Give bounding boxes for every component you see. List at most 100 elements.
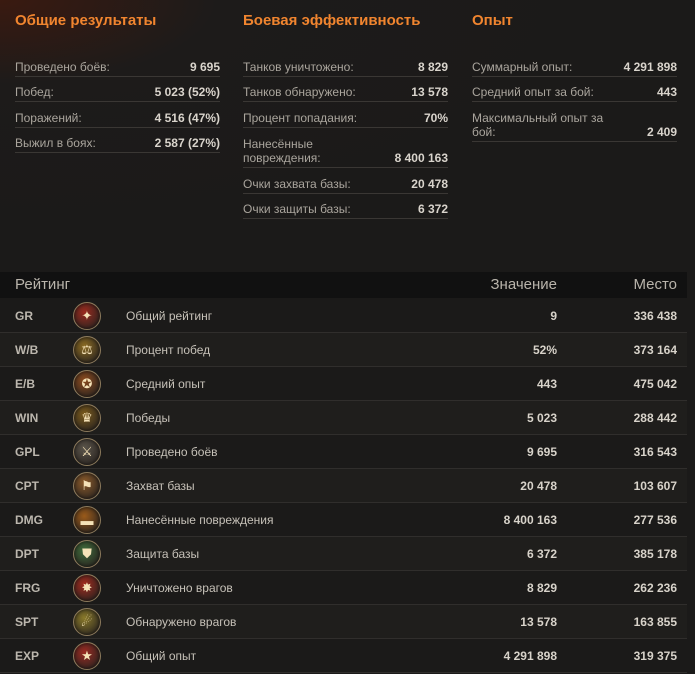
binoculars-icon: ☄ (73, 608, 101, 636)
rating-value: 9 (550, 309, 557, 323)
stat-row: Очки захвата базы: 20 478 (243, 169, 448, 194)
rating-row-wb: W/B ⚖ Процент побед 52% 373 164 (0, 333, 687, 367)
rating-name: Общий рейтинг (126, 309, 213, 323)
stat-value: 70% (423, 111, 448, 125)
rating-value: 52% (532, 343, 557, 357)
stat-row: Побед: 5 023 (52%) (15, 77, 220, 102)
stat-label: Выжил в боях: (15, 136, 96, 150)
tank-icon: ▬ (73, 506, 101, 534)
stat-row: Нанесённые повреждения: 8 400 163 (243, 129, 448, 168)
rating-place: 316 543 (633, 445, 677, 459)
rating-place: 319 375 (633, 649, 677, 663)
stat-value: 443 (656, 85, 677, 99)
stat-row: Процент попадания: 70% (243, 103, 448, 128)
stat-value: 4 291 898 (623, 60, 677, 74)
experience-title: Опыт (472, 12, 513, 29)
stat-value: 4 516 (47%) (154, 111, 220, 125)
rating-value: 8 829 (526, 581, 557, 595)
stat-row: Танков обнаружено: 13 578 (243, 77, 448, 102)
rating-row-win: WIN ♛ Победы 5 023 288 442 (0, 401, 687, 435)
stat-value: 8 829 (417, 60, 448, 74)
trophy-cup-icon: ♛ (73, 404, 101, 432)
scales-icon: ⚖ (73, 336, 101, 364)
rating-header-value: Значение (490, 276, 557, 293)
rating-place: 385 178 (633, 547, 677, 561)
rating-name: Уничтожено врагов (126, 581, 233, 595)
stat-label: Проведено боёв: (15, 60, 110, 74)
rating-header-title: Рейтинг (15, 276, 71, 293)
crossed-swords-icon: ⚔ (73, 438, 101, 466)
stat-label: Средний опыт за бой: (472, 85, 594, 99)
rating-code: EXP (15, 649, 40, 663)
rating-name: Средний опыт (126, 377, 206, 391)
rating-value: 13 578 (520, 615, 557, 629)
rating-code: E/B (15, 377, 36, 391)
stat-value: 13 578 (411, 85, 448, 99)
star-medal-icon: ✪ (73, 370, 101, 398)
stat-label: Очки защиты базы: (243, 202, 351, 216)
stat-label: Танков обнаружено: (243, 85, 356, 99)
rating-code: SPT (15, 615, 39, 629)
rating-value: 5 023 (526, 411, 557, 425)
gr-rating-icon: ✦ (73, 302, 101, 330)
combat-efficiency-title: Боевая эффективность (243, 12, 421, 29)
rating-code: GPL (15, 445, 40, 459)
rating-place: 277 536 (633, 513, 677, 527)
rating-place: 262 236 (633, 581, 677, 595)
red-star-icon: ★ (73, 642, 101, 670)
summary-panel: Общие результаты Проведено боёв: 9 695 П… (0, 0, 695, 270)
rating-place: 336 438 (633, 309, 677, 323)
stat-label: Танков уничтожено: (243, 60, 354, 74)
rating-code: DMG (15, 513, 43, 527)
rating-code: CPT (15, 479, 39, 493)
general-results-title: Общие результаты (15, 12, 157, 29)
rating-code: WIN (15, 411, 39, 425)
rating-value: 6 372 (526, 547, 557, 561)
rating-name: Общий опыт (126, 649, 197, 663)
rating-row-spt: SPT ☄ Обнаружено врагов 13 578 163 855 (0, 605, 687, 639)
rating-place: 373 164 (633, 343, 677, 357)
stat-value: 8 400 163 (394, 151, 448, 165)
rating-row-gpl: GPL ⚔ Проведено боёв 9 695 316 543 (0, 435, 687, 469)
rating-code: FRG (15, 581, 41, 595)
defense-shield-icon: ⛊ (73, 540, 101, 568)
rating-row-dpt: DPT ⛊ Защита базы 6 372 385 178 (0, 537, 687, 571)
rating-header-place: Место (633, 276, 677, 293)
stat-row: Поражений: 4 516 (47%) (15, 103, 220, 128)
rating-value: 4 291 898 (503, 649, 557, 663)
rating-row-cpt: CPT ⚑ Захват базы 20 478 103 607 (0, 469, 687, 503)
rating-name: Нанесённые повреждения (126, 513, 274, 527)
stat-label: Процент попадания: (243, 111, 358, 125)
rating-table: Рейтинг Значение Место GR ✦ Общий рейтинг 9… (0, 272, 695, 674)
rating-value: 443 (536, 377, 557, 391)
stat-row: Суммарный опыт: 4 291 898 (472, 52, 677, 77)
stat-value: 9 695 (189, 60, 220, 74)
stat-label: Нанесённые повреждения: (243, 137, 321, 165)
stat-label: Очки захвата базы: (243, 177, 351, 191)
stat-label: Поражений: (15, 111, 82, 125)
stat-label: Суммарный опыт: (472, 60, 573, 74)
stat-value: 2 587 (27%) (154, 136, 220, 150)
rating-name: Захват базы (126, 479, 195, 493)
rating-value: 20 478 (520, 479, 557, 493)
rating-place: 163 855 (633, 615, 677, 629)
rating-value: 9 695 (526, 445, 557, 459)
rating-value: 8 400 163 (503, 513, 557, 527)
stat-row: Танков уничтожено: 8 829 (243, 52, 448, 77)
rating-code: GR (15, 309, 33, 323)
stat-row: Проведено боёв: 9 695 (15, 52, 220, 77)
rating-row-gr: GR ✦ Общий рейтинг 9 336 438 (0, 299, 687, 333)
stat-row: Средний опыт за бой: 443 (472, 77, 677, 102)
stat-row: Максимальный опыт за бой: 2 409 (472, 103, 677, 142)
rating-table-header: Рейтинг Значение Место (0, 272, 687, 298)
rating-name: Победы (126, 411, 171, 425)
rating-name: Проведено боёв (126, 445, 218, 459)
rating-name: Защита базы (126, 547, 200, 561)
rating-place: 288 442 (633, 411, 677, 425)
rating-name: Обнаружено врагов (126, 615, 237, 629)
stat-value: 2 409 (646, 125, 677, 139)
rating-name: Процент побед (126, 343, 211, 357)
stat-row: Очки защиты базы: 6 372 (243, 194, 448, 219)
stat-label: Максимальный опыт за бой: (472, 111, 604, 139)
rating-code: W/B (15, 343, 39, 357)
